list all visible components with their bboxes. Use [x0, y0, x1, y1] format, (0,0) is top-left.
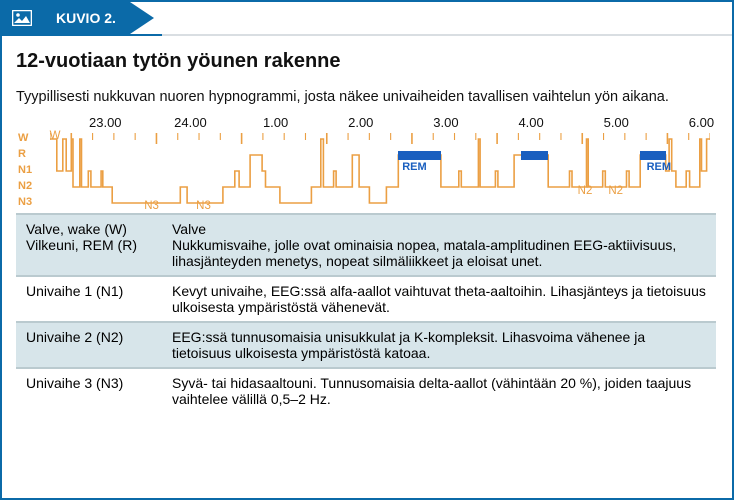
x-axis-labels: 23.0024.001.002.003.004.005.006.00 — [50, 115, 710, 133]
figure-frame: KUVIO 2. 12-vuotiaan tytön yöunen rakenn… — [0, 0, 734, 500]
legend-desc: ValveNukkumisvaihe, jolle ovat ominaisia… — [162, 214, 716, 276]
legend-desc: Syvä- tai hidasaaltouni. Tunnusomaisia d… — [162, 368, 716, 413]
x-tick-label: 1.00 — [258, 115, 294, 130]
stage-inline-label: N2 — [578, 185, 593, 197]
legend-row: Valve, wake (W)Vilkeuni, REM (R)ValveNuk… — [16, 214, 716, 276]
y-tick-label: N3 — [18, 197, 32, 208]
x-tick-label: 6.00 — [683, 115, 719, 130]
stage-inline-label: W — [50, 130, 61, 142]
figure-content: 12-vuotiaan tytön yöunen rakenne Tyypill… — [2, 34, 732, 423]
legend-row: Univaihe 1 (N1)Kevyt univaihe, EEG:ssä a… — [16, 276, 716, 322]
x-tick-label: 23.00 — [87, 115, 123, 130]
rem-label: REM — [402, 161, 426, 173]
legend-term: Univaihe 1 (N1) — [16, 276, 162, 322]
x-tick-label: 2.00 — [343, 115, 379, 130]
figure-title: 12-vuotiaan tytön yöunen rakenne — [16, 50, 718, 73]
rem-bar — [640, 151, 666, 160]
stage-legend-table: Valve, wake (W)Vilkeuni, REM (R)ValveNuk… — [16, 213, 716, 413]
legend-desc: Kevyt univaihe, EEG:ssä alfa-aallot vaih… — [162, 276, 716, 322]
figure-subtitle: Tyypillisesti nukkuvan nuoren hypnogramm… — [16, 89, 718, 105]
x-tick-label: 5.00 — [598, 115, 634, 130]
rem-bar — [398, 151, 441, 160]
y-axis-labels: WR N1 N2 N3 — [16, 133, 50, 215]
y-tick-label: W — [18, 133, 28, 144]
rem-label: REM — [647, 161, 671, 173]
legend-row: Univaihe 3 (N3)Syvä- tai hidasaaltouni. … — [16, 368, 716, 413]
rem-bar — [521, 151, 548, 160]
y-tick-label: N2 — [18, 181, 32, 192]
legend-term: Valve, wake (W)Vilkeuni, REM (R) — [16, 214, 162, 276]
plot-area: WRN1N2N3 REMREMWN3N3N2N2 — [16, 133, 716, 215]
hypnogram-chart: 23.0024.001.002.003.004.005.006.00 WRN1N… — [16, 115, 716, 215]
y-tick-label: R — [18, 149, 26, 160]
x-tick-label: 3.00 — [428, 115, 464, 130]
header-rule — [2, 34, 732, 36]
legend-term: Univaihe 2 (N2) — [16, 322, 162, 368]
legend-desc: EEG:ssä tunnusomaisia unisukkulat ja K-k… — [162, 322, 716, 368]
figure-number: KUVIO 2. — [56, 10, 116, 26]
image-icon — [2, 2, 42, 34]
y-tick-label: N1 — [18, 165, 32, 176]
plot: REM REM W N3 N3 N2 N2 — [50, 133, 710, 215]
x-tick-label: 4.00 — [513, 115, 549, 130]
stage-inline-label: N3 — [144, 200, 159, 212]
x-tick-label: 24.00 — [172, 115, 208, 130]
stage-inline-label: N3 — [196, 200, 211, 212]
figure-header: KUVIO 2. — [2, 2, 732, 34]
legend-row: Univaihe 2 (N2)EEG:ssä tunnusomaisia uni… — [16, 322, 716, 368]
legend-term: Univaihe 3 (N3) — [16, 368, 162, 413]
figure-number-tab: KUVIO 2. — [42, 2, 130, 34]
stage-inline-label: N2 — [608, 185, 623, 197]
